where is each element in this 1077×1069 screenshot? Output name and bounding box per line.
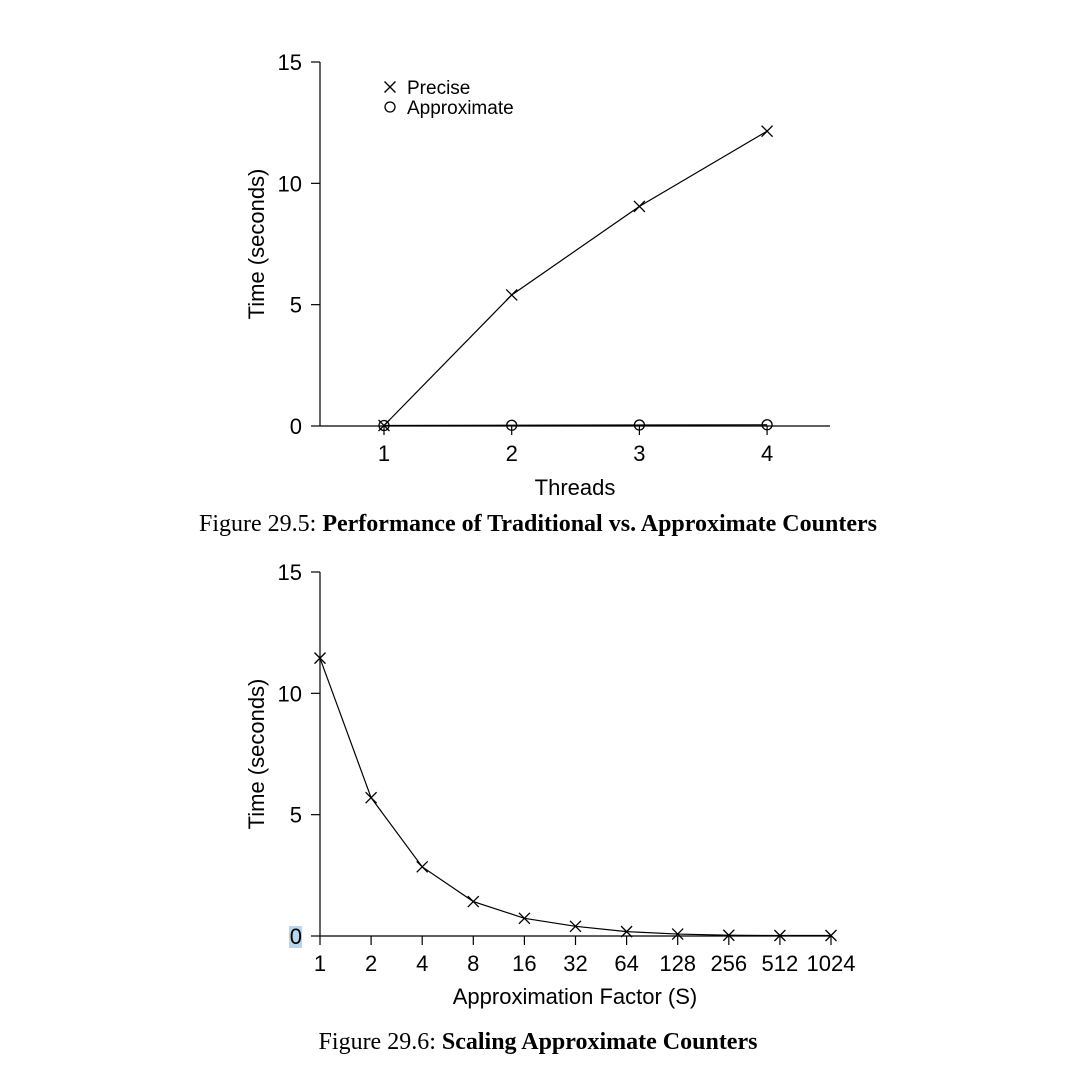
point-approximate — [761, 419, 773, 431]
marker-stroke — [518, 912, 531, 925]
point-precise — [633, 200, 646, 213]
marker-stroke — [416, 860, 429, 873]
marker-stroke — [365, 791, 378, 804]
marker-stroke — [467, 895, 480, 908]
marker-stroke — [671, 928, 684, 941]
x-tick-label: 512 — [762, 951, 799, 976]
marker-stroke — [384, 81, 396, 93]
series-line-approximate — [383, 424, 768, 427]
selection-highlight — [289, 926, 302, 948]
x-tick-label: 4 — [761, 441, 773, 466]
point — [467, 895, 480, 908]
y-tick-label: 10 — [278, 681, 302, 706]
x-tick-label: 1024 — [807, 951, 856, 976]
marker-stroke — [633, 200, 646, 213]
y-tick-label: 5 — [290, 293, 302, 318]
x-axis-label: Threads — [535, 475, 616, 500]
y-axis-label: Time (seconds) — [244, 679, 269, 830]
x-tick-label: 1 — [314, 951, 326, 976]
y-axis-label: Time (seconds) — [244, 169, 269, 320]
x-tick-label: 2 — [506, 441, 518, 466]
marker-stroke — [761, 125, 774, 138]
point — [773, 929, 786, 942]
point-approximate — [506, 419, 518, 431]
x-tick-label: 256 — [710, 951, 747, 976]
y-tick-label: 0 — [290, 924, 302, 949]
series-line — [319, 657, 831, 937]
x-tick-label: 32 — [563, 951, 587, 976]
x-tick-label: 2 — [365, 951, 377, 976]
point-precise — [761, 125, 774, 138]
point — [671, 928, 684, 941]
point-precise — [505, 289, 518, 301]
y-tick-label: 15 — [278, 560, 302, 585]
x-tick-label: 4 — [416, 951, 428, 976]
point — [569, 920, 582, 933]
x-tick-label: 16 — [512, 951, 536, 976]
point-approximate — [633, 419, 646, 431]
point-approximate — [378, 419, 390, 432]
chart-threads: 0 5 10 15 1 2 3 4 Time (seconds) Threads Preci… — [199, 50, 877, 537]
series-line-precise — [383, 130, 768, 426]
marker-stroke — [773, 929, 786, 942]
marker-stroke — [620, 925, 633, 938]
legend-label: Approximate — [407, 98, 514, 119]
y-tick-label: 0 — [290, 414, 302, 439]
marker-stroke — [722, 929, 735, 942]
point — [314, 652, 326, 665]
point — [365, 791, 378, 804]
legend-marker — [384, 101, 396, 113]
point — [518, 912, 531, 925]
y-tick-label: 15 — [278, 50, 302, 75]
chart-approx-factor: 0 5 10 15 1 2 4 8 16 32 64 128 256 512 1024 Time (sec… — [244, 560, 855, 1055]
legend-label: Precise — [407, 78, 470, 99]
figure-caption: Figure 29.6: Scaling Approximate Counter… — [319, 1029, 758, 1055]
x-tick-label: 3 — [633, 441, 645, 466]
x-axis-label: Approximation Factor (S) — [453, 984, 698, 1009]
marker-stroke — [569, 920, 582, 933]
x-tick-label: 128 — [659, 951, 696, 976]
legend-marker — [384, 81, 396, 93]
marker-stroke — [505, 289, 518, 301]
y-tick-label: 5 — [290, 803, 302, 828]
point — [620, 925, 633, 938]
x-tick-label: 64 — [614, 951, 638, 976]
point — [722, 929, 735, 942]
y-tick-label: 10 — [278, 171, 302, 196]
x-tick-label: 1 — [378, 441, 390, 466]
point — [825, 929, 837, 942]
marker-stroke — [314, 652, 326, 665]
figure-caption: Figure 29.5: Performance of Traditional … — [199, 511, 877, 537]
x-tick-label: 8 — [467, 951, 479, 976]
marker-stroke — [825, 929, 837, 942]
point — [416, 860, 429, 873]
